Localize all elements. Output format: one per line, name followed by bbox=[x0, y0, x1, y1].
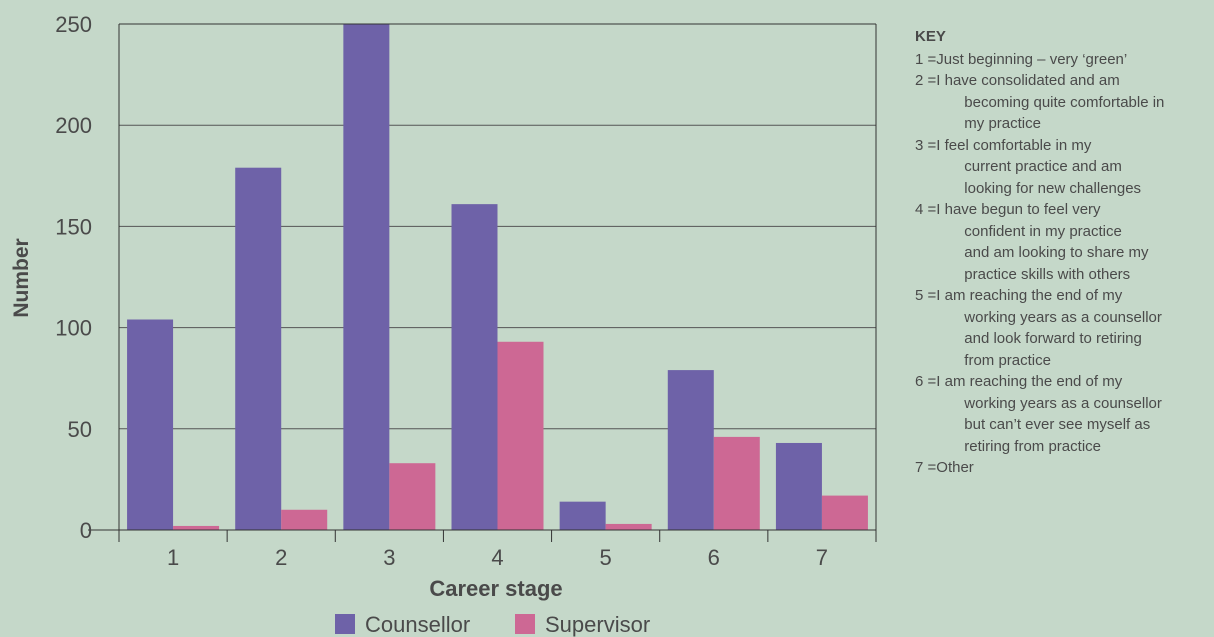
y-tick-label: 0 bbox=[80, 518, 92, 543]
x-tick-label: 1 bbox=[167, 545, 179, 570]
key-item-line: Just beginning – very ‘green’ bbox=[936, 50, 1128, 68]
key-item-number: 5 = bbox=[915, 287, 937, 304]
key-item-number: 4 = bbox=[915, 201, 937, 218]
key-item-line: from practice bbox=[964, 351, 1051, 369]
bar-supervisor-6 bbox=[713, 436, 760, 530]
key-title: KEY bbox=[915, 28, 946, 45]
y-axis-label: Number bbox=[10, 238, 33, 317]
x-tick-label: 7 bbox=[816, 545, 828, 570]
key-item-line: I feel comfortable in my bbox=[936, 136, 1092, 154]
key-item-line: looking for new challenges bbox=[964, 179, 1142, 197]
bar-counsellor-1 bbox=[127, 319, 174, 530]
key-item-text: I have consolidated and am becoming quite… bbox=[936, 70, 1214, 135]
bars-group bbox=[127, 24, 868, 531]
bar-counsellor-7 bbox=[775, 442, 822, 530]
y-tick-label: 50 bbox=[68, 417, 92, 442]
key-item-number: 1 = bbox=[915, 50, 937, 68]
x-tick-label: 3 bbox=[383, 545, 395, 570]
key-item-line: I have begun to feel very bbox=[936, 201, 1101, 218]
bar-supervisor-7 bbox=[821, 495, 868, 530]
bar-supervisor-1 bbox=[173, 525, 220, 530]
y-tick-label: 200 bbox=[55, 113, 92, 138]
bar-counsellor-3 bbox=[343, 24, 390, 530]
x-tick-labels: 1 2 3 4 5 6 7 bbox=[167, 545, 828, 570]
key-item: 1 = Just beginning – very ‘green’ bbox=[915, 49, 1214, 71]
bar-counsellor-2 bbox=[235, 167, 282, 531]
key-item-text: I have begun to feel very confident in my… bbox=[936, 199, 1214, 285]
bar-supervisor-5 bbox=[605, 523, 652, 530]
y-tick-label: 250 bbox=[55, 12, 92, 37]
bar-counsellor-6 bbox=[667, 370, 714, 530]
x-tick-label: 4 bbox=[491, 545, 503, 570]
key-item-line: and am looking to share my bbox=[964, 244, 1149, 261]
bar-supervisor-3 bbox=[389, 463, 436, 530]
key-item-number: 7 = bbox=[915, 459, 937, 476]
key-item-line: my practice bbox=[964, 115, 1041, 132]
key-item-line: working years as a counsellor bbox=[964, 308, 1162, 326]
bar-counsellor-5 bbox=[559, 501, 606, 530]
key-item-text: Other bbox=[936, 457, 1214, 479]
key-item-text: I am reaching the end of my working years… bbox=[936, 285, 1214, 371]
legend-swatch-counsellor bbox=[335, 614, 355, 634]
y-tick-label: 100 bbox=[55, 316, 92, 341]
y-tick-label: 150 bbox=[55, 214, 92, 239]
x-tick-label: 6 bbox=[708, 545, 720, 570]
key-item-text: I am reaching the end of my working years… bbox=[936, 371, 1214, 457]
key-item: 5 = I am reaching the end of my working y… bbox=[915, 285, 1214, 371]
key-list: 1 = Just beginning – very ‘green’ 2 = I h… bbox=[915, 49, 1214, 479]
x-tick-label: 2 bbox=[275, 545, 287, 570]
key-item-text: I feel comfortable in my current practice… bbox=[936, 135, 1214, 200]
legend-label-counsellor: Counsellor bbox=[365, 612, 470, 637]
bar-counsellor-4 bbox=[451, 204, 498, 531]
key-item-line: and look forward to retiring bbox=[964, 330, 1142, 347]
key-item-number: 2 = bbox=[915, 72, 937, 89]
key-item: 4 = I have begun to feel very confident i… bbox=[915, 199, 1214, 285]
axes bbox=[88, 23, 877, 542]
key-item-line: Other bbox=[936, 459, 974, 476]
key-item-line: practice skills with others bbox=[964, 265, 1131, 283]
x-axis-label: Career stage bbox=[429, 576, 562, 601]
key-item-line: I am reaching the end of my bbox=[936, 373, 1123, 390]
y-tick-labels: 0 50 100 150 200 250 bbox=[55, 12, 92, 543]
key-item-line: confident in my practice bbox=[964, 222, 1122, 240]
key-item: 7 = Other bbox=[915, 457, 1214, 479]
legend-swatch-supervisor bbox=[515, 614, 535, 634]
key-item-number: 3 = bbox=[915, 136, 937, 154]
legend-label-supervisor: Supervisor bbox=[545, 612, 650, 637]
key-item-line: I am reaching the end of my bbox=[936, 287, 1123, 304]
key-panel: KEY 1 = Just beginning – very ‘green’ 2 =… bbox=[915, 26, 1214, 479]
key-item-line: working years as a counsellor bbox=[964, 394, 1162, 412]
legend: Counsellor Supervisor bbox=[335, 612, 650, 637]
key-item-line: but can’t ever see myself as bbox=[964, 416, 1151, 433]
key-item: 2 = I have consolidated and am becoming q… bbox=[915, 70, 1214, 135]
key-item-line: current practice and am bbox=[964, 158, 1122, 175]
key-item-line: becoming quite comfortable in bbox=[964, 93, 1165, 111]
bar-supervisor-4 bbox=[497, 341, 544, 530]
key-item-number: 6 = bbox=[915, 373, 937, 390]
x-tick-label: 5 bbox=[600, 545, 612, 570]
key-item-line: I have consolidated and am bbox=[936, 72, 1120, 89]
bar-chart: 0 50 100 150 200 250 1 2 3 4 5 6 7 Number Career st… bbox=[10, 12, 877, 637]
key-item: 6 = I am reaching the end of my working y… bbox=[915, 371, 1214, 457]
key-item-line: retiring from practice bbox=[964, 437, 1101, 455]
key-item-text: Just beginning – very ‘green’ bbox=[936, 49, 1214, 71]
key-item: 3 = I feel comfortable in my current prac… bbox=[915, 135, 1214, 200]
bar-supervisor-2 bbox=[281, 509, 328, 530]
